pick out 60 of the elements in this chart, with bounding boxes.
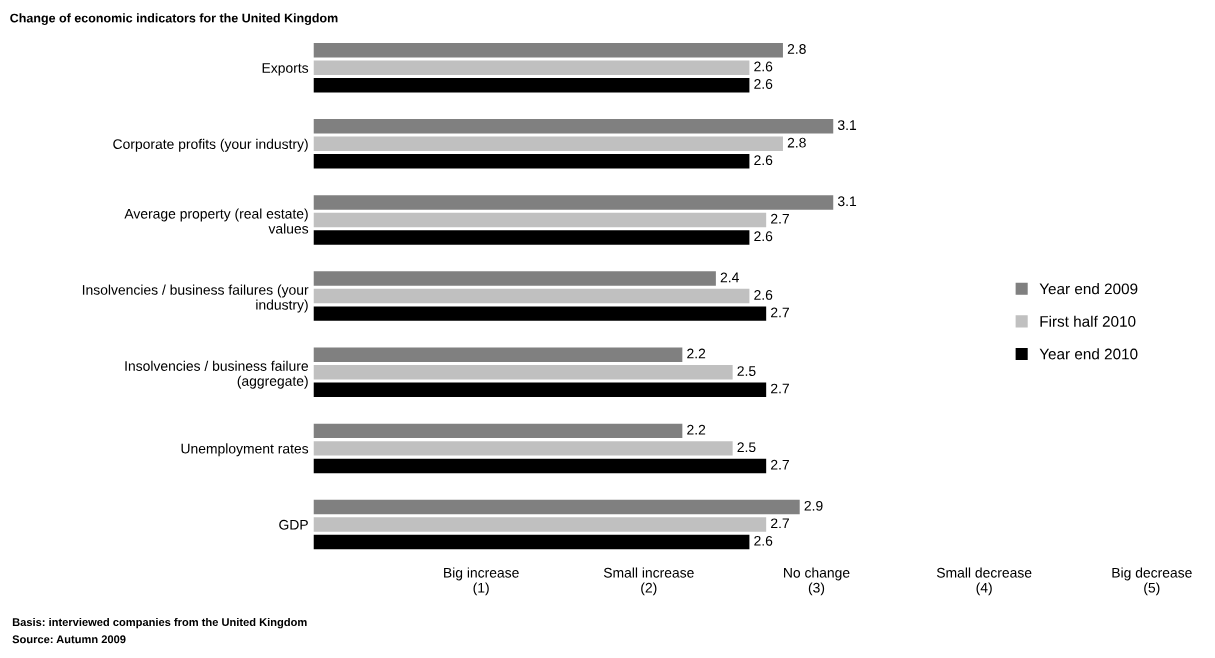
text: Basis: interviewed companies from the United Kingdom [12,617,307,629]
bar [313,382,767,397]
bar [313,365,733,380]
legend-label: First half 2010 [1040,315,1136,327]
bar [313,441,733,456]
x-tick-label: Big increase (1) [444,567,519,596]
legend-label: Year end 2010 [1039,348,1138,360]
bar [313,212,767,228]
bar [313,60,750,75]
bar [313,271,716,286]
y-tick-label: Exports [262,63,309,76]
bar [313,119,834,134]
y-tick-label: Insolvencies / business failure (aggregate) [125,360,308,389]
data-label: 2.6 [754,535,773,546]
data-label: 2.7 [771,459,789,470]
x-tick-label: Small increase (2) [603,567,694,596]
x-tick-label: No change (3) [784,567,850,596]
bar [313,423,683,439]
bar [313,534,750,550]
data-label: 2.8 [787,44,806,54]
data-label: 2.5 [737,366,756,376]
data-label: 2.6 [754,155,773,166]
data-label: 2.7 [771,383,789,394]
legend-label: Year end 2009 [1039,283,1138,295]
bar [313,230,750,245]
source-note: Source: Autumn 2009 [12,635,126,644]
bar [313,517,767,532]
data-label: 2.7 [771,518,789,529]
data-label: 2.6 [754,61,773,72]
bar [313,499,800,515]
y-tick-label: GDP [279,519,308,530]
data-label: 2.4 [720,272,739,283]
bar [313,458,767,474]
y-tick-label: Unemployment rates [181,443,309,457]
data-label: 2.6 [754,289,773,300]
y-tick-label: Corporate profits (your industry) [113,138,308,152]
data-label: 2.2 [687,348,706,359]
bar [313,288,750,304]
data-label: 2.8 [787,137,806,148]
text: Change of economic indicators for the United Kingdom [10,13,338,25]
bar [313,195,834,210]
data-label: 2.7 [771,213,789,224]
y-tick-label: Insolvencies / business failures (your industry) [82,284,309,313]
x-tick-label: Small decrease (4) [936,567,1032,596]
bar [313,77,750,93]
data-label: 3.1 [837,120,857,131]
data-label: 2.7 [771,307,789,318]
data-label: 2.2 [687,424,706,435]
data-label: 2.6 [754,79,773,89]
bar [313,154,750,169]
bar [313,136,783,152]
bar [313,42,783,58]
data-label: 2.9 [804,500,823,511]
data-label: 2.6 [754,231,773,242]
data-label: 2.5 [737,442,756,453]
x-tick-label: Big decrease (5) [1112,567,1192,596]
bar [313,306,767,321]
y-tick-label: Average property (real estate) values [124,208,309,234]
bar [313,347,683,362]
data-label: 3.1 [837,196,857,207]
